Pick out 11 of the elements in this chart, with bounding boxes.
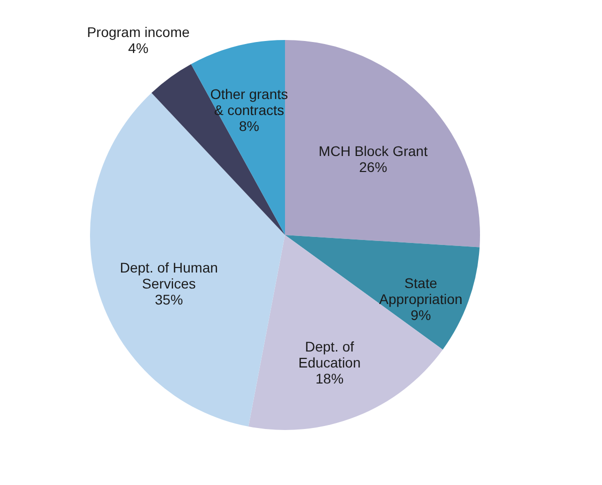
slice-label: State Appropriation (379, 274, 462, 307)
slice-label: Dept. of Education (298, 338, 361, 370)
data-label: 8% (238, 118, 260, 134)
data-label: 9% (410, 306, 431, 323)
slice-label: Program income (86, 24, 190, 40)
data-label: 4% (128, 40, 148, 56)
slice-label: MCH Block Grant (318, 143, 428, 160)
data-label: 35% (154, 292, 183, 308)
data-label: 18% (315, 370, 344, 386)
data-label: 26% (359, 159, 388, 176)
slice-label: Dept. of Human Services (120, 260, 218, 292)
